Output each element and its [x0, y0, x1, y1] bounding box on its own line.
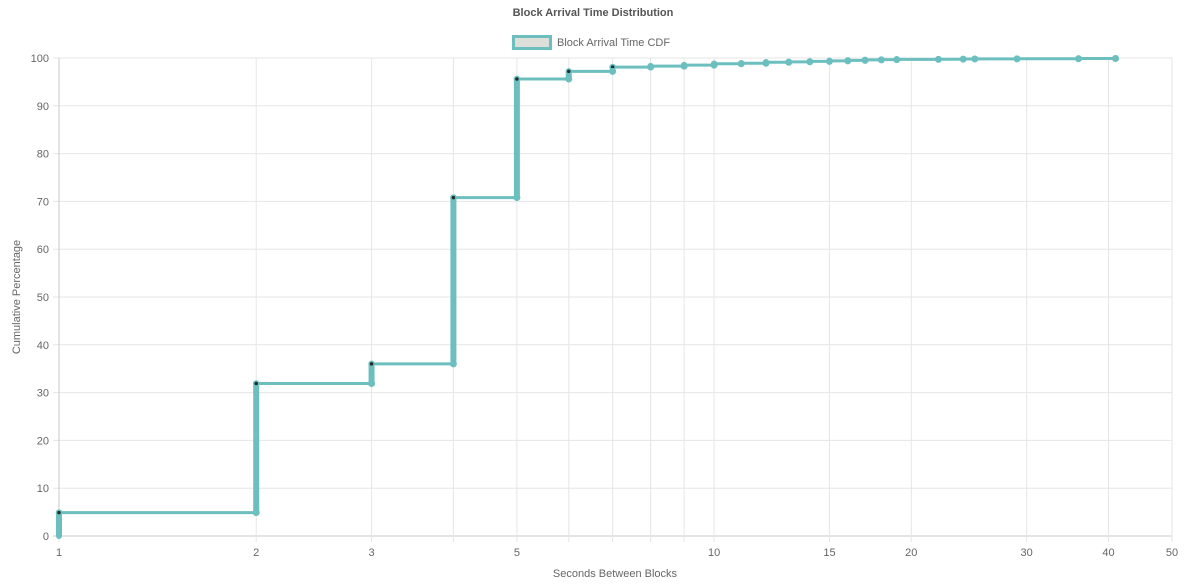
- cdf-step-point: [368, 380, 376, 388]
- x-tick-label: 50: [1166, 547, 1178, 559]
- cdf-step-point: [1112, 54, 1120, 62]
- y-tick-label: 70: [37, 196, 49, 208]
- y-tick-label: 60: [37, 244, 49, 256]
- grid-lines: [53, 57, 1173, 542]
- cdf-step-point: [861, 56, 869, 64]
- y-tick-label: 0: [43, 531, 49, 543]
- cdf-step-point: [785, 58, 793, 66]
- x-tick-label: 40: [1102, 547, 1114, 559]
- cdf-point[interactable]: [513, 75, 521, 83]
- x-axis: 1 2 3 5 10 15 20 30 40 50: [56, 547, 1178, 559]
- cdf-step-point: [971, 55, 979, 63]
- cdf-step-point: [737, 60, 745, 68]
- cdf-step-point: [959, 55, 967, 63]
- series-cdf: [55, 54, 1120, 539]
- cdf-step-point: [449, 360, 457, 368]
- cdf-step-point: [844, 57, 852, 65]
- x-tick-label: 3: [369, 547, 375, 559]
- cdf-step-point: [806, 58, 814, 66]
- cdf-step-point: [934, 55, 942, 63]
- y-tick-label: 40: [37, 340, 49, 352]
- cdf-step-point: [1075, 55, 1083, 63]
- x-tick-label: 20: [905, 547, 917, 559]
- y-tick-label: 100: [31, 53, 49, 65]
- y-tick-label: 10: [37, 483, 49, 495]
- x-axis-title: Seconds Between Blocks: [553, 568, 678, 580]
- y-tick-label: 50: [37, 292, 49, 304]
- x-tick-label: 10: [708, 547, 720, 559]
- x-tick-label: 5: [514, 547, 520, 559]
- cdf-point[interactable]: [252, 380, 260, 387]
- y-tick-label: 30: [37, 388, 49, 400]
- cdf-step-point: [825, 57, 833, 65]
- x-tick-label: 2: [253, 547, 259, 559]
- cdf-step-point: [680, 62, 688, 70]
- y-tick-label: 90: [37, 101, 49, 113]
- cdf-step-point: [710, 61, 718, 69]
- y-axis-title: Cumulative Percentage: [11, 240, 23, 354]
- legend-label: Block Arrival Time CDF: [557, 37, 670, 49]
- chart-title: Block Arrival Time Distribution: [513, 7, 674, 19]
- cdf-point[interactable]: [368, 360, 375, 368]
- legend-swatch: [512, 35, 552, 50]
- legend[interactable]: Block Arrival Time CDF: [512, 35, 671, 50]
- cdf-step-point: [893, 56, 901, 64]
- cdf-step-point: [762, 59, 770, 67]
- y-tick-label: 80: [37, 149, 49, 161]
- y-axis: 0 10 20 30 40 50 60 70 80 90 100: [31, 53, 49, 543]
- cdf-step-point: [609, 67, 617, 75]
- cdf-step-point: [1013, 55, 1021, 63]
- x-tick-label: 1: [56, 547, 62, 559]
- y-tick-label: 20: [37, 435, 49, 447]
- x-tick-label: 15: [823, 547, 835, 559]
- cdf-step-point: [565, 75, 573, 83]
- cdf-step-point: [252, 509, 260, 517]
- cdf-step-point: [513, 194, 521, 202]
- cdf-point[interactable]: [450, 194, 457, 201]
- cdf-point[interactable]: [565, 68, 573, 75]
- x-tick-label: 30: [1021, 547, 1033, 559]
- cdf-step-point: [647, 63, 655, 71]
- cdf-step-point: [877, 56, 885, 64]
- cdf-point[interactable]: [55, 509, 63, 516]
